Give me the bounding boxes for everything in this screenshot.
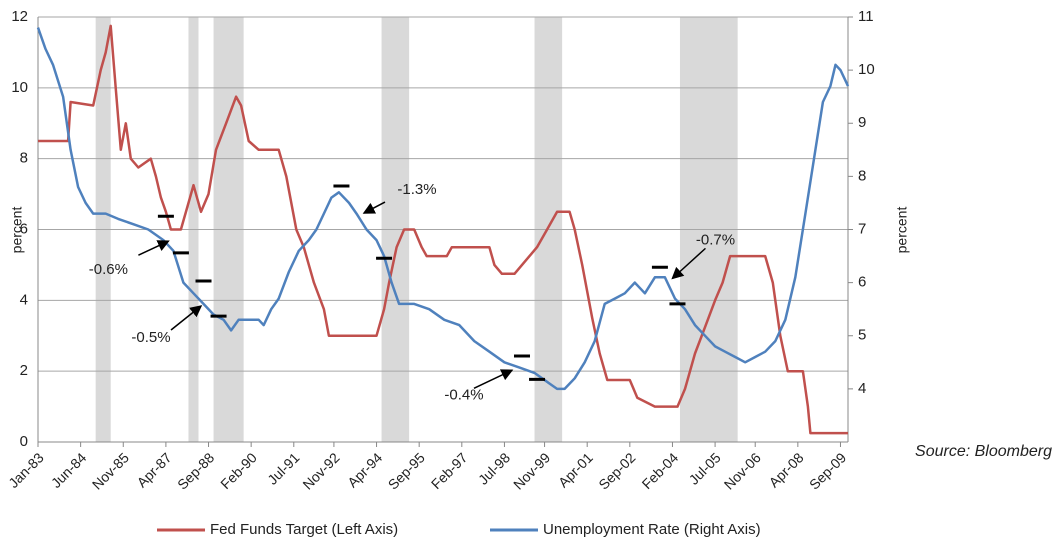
y2-tick-label: 10 <box>858 61 875 78</box>
annotation-label: -0.6% <box>89 261 128 278</box>
y-tick-label: 12 <box>11 8 28 25</box>
x-tick-label: Apr-94 <box>344 449 385 490</box>
x-tick-label: Sep-09 <box>806 449 849 492</box>
x-tick-label: Apr-87 <box>134 449 175 490</box>
x-tick-label: Jan-83 <box>5 449 47 491</box>
annotation-label: -1.3% <box>397 181 436 198</box>
y2-tick-label: 8 <box>858 167 866 184</box>
y2-tick-label: 5 <box>858 327 866 344</box>
annotation-label: -0.7% <box>696 231 735 248</box>
series-line <box>36 27 850 391</box>
y2-tick-label: 6 <box>858 274 866 291</box>
x-tick-label: Jul-91 <box>264 449 302 487</box>
x-tick-label: Apr-08 <box>766 449 807 490</box>
source-note: Source: Bloomberg <box>915 443 1052 460</box>
y2-tick-label: 9 <box>858 114 866 131</box>
x-tick-label: Feb-97 <box>428 449 471 492</box>
annotation-arrow <box>362 201 386 214</box>
x-tick-label: Jun-84 <box>48 449 90 491</box>
annotation-label: -0.4% <box>444 386 483 403</box>
y2-tick-label: 11 <box>858 8 874 25</box>
x-tick-label: Jul-05 <box>686 449 724 487</box>
annotation-label: -0.5% <box>131 329 170 346</box>
x-tick-label: Nov-99 <box>510 449 553 492</box>
x-tick-label: Sep-95 <box>385 449 428 492</box>
y-tick-label: 2 <box>20 362 28 379</box>
x-tick-label: Nov-85 <box>89 449 132 492</box>
y-tick-label: 10 <box>11 79 28 96</box>
series-line <box>38 24 848 435</box>
legend-label: Fed Funds Target (Left Axis) <box>210 521 398 538</box>
annotation-arrow <box>138 240 170 256</box>
legend-label: Unemployment Rate (Right Axis) <box>543 521 761 538</box>
annotation-arrow <box>671 247 706 280</box>
x-tick-label: Nov-06 <box>721 449 764 492</box>
annotation-arrow <box>170 305 203 331</box>
y2-tick-label: 7 <box>858 220 866 237</box>
y-tick-label: 4 <box>20 291 28 308</box>
x-tick-label: Feb-90 <box>217 449 260 492</box>
annotation-arrow <box>473 369 514 389</box>
y2-tick-label: 4 <box>858 380 866 397</box>
x-tick-label: Apr-01 <box>555 449 596 490</box>
y-tick-label: 8 <box>20 150 28 167</box>
x-tick-label: Sep-02 <box>595 449 638 492</box>
y-axis-title: percent <box>9 207 25 254</box>
y-tick-label: 6 <box>20 220 28 237</box>
y-tick-label: 0 <box>20 433 28 450</box>
x-tick-label: Jul-98 <box>475 449 513 487</box>
x-tick-label: Feb-04 <box>639 449 682 492</box>
x-tick-label: Sep-88 <box>174 449 217 492</box>
x-tick-label: Nov-92 <box>299 449 342 492</box>
y2-axis-title: percent <box>894 207 910 254</box>
